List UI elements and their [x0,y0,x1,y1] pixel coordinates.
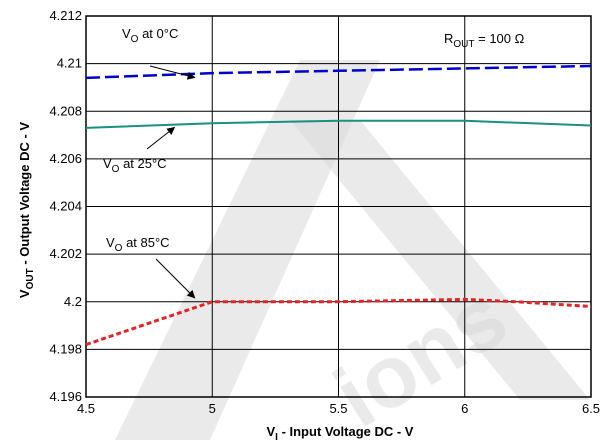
y-tick-label: 4.198 [49,341,82,356]
y-axis-title: VOUT - Output Voltage DC - V [17,122,36,298]
annotation-pointer-1 [146,126,176,150]
x-tick-label: 6 [461,401,468,416]
annotation-rout: ROUT = 100 Ω [444,31,525,50]
y-tick-label: 4.21 [57,56,82,71]
y-tick-label: 4.196 [49,389,82,404]
y-tick-label: 4.212 [49,8,82,23]
x-tick-label: 4.5 [77,401,95,416]
x-axis-title: VI - Input Voltage DC - V [267,424,414,443]
y-tick-labels: 4.196 4.198 4.2 4.202 4.204 4.206 4.208 4.21 4.2… [49,8,82,404]
x-tick-labels: 4.5 5 5.5 6 6.5 [77,401,600,416]
annotation-vo-0c: VO at 0°C [122,26,178,45]
annotation-vo-85c: VO at 85°C [106,235,170,254]
x-tick-label: 5 [209,401,216,416]
annotation-pointer-0 [149,65,196,80]
watermark-stroke-2 [290,120,590,400]
annotation-pointers [146,65,196,299]
watermark: ions [115,60,590,445]
plot-frame [85,15,592,398]
series-line-0 [85,64,592,80]
series-line-1 [85,119,592,129]
annotation-pointer-2 [155,258,196,299]
y-tick-label: 4.202 [49,246,82,261]
series-lines [85,64,592,347]
y-tick-label: 4.2 [64,294,82,309]
annotation-vo-25c: VO at 25°C [103,156,167,175]
x-tick-label: 5.5 [329,401,347,416]
series-line-2 [85,297,592,347]
watermark-stroke-1 [115,60,380,440]
y-tick-label: 4.208 [49,103,82,118]
x-tick-label: 6.5 [582,401,600,416]
y-tick-label: 4.204 [49,199,82,214]
y-tick-label: 4.206 [49,151,82,166]
